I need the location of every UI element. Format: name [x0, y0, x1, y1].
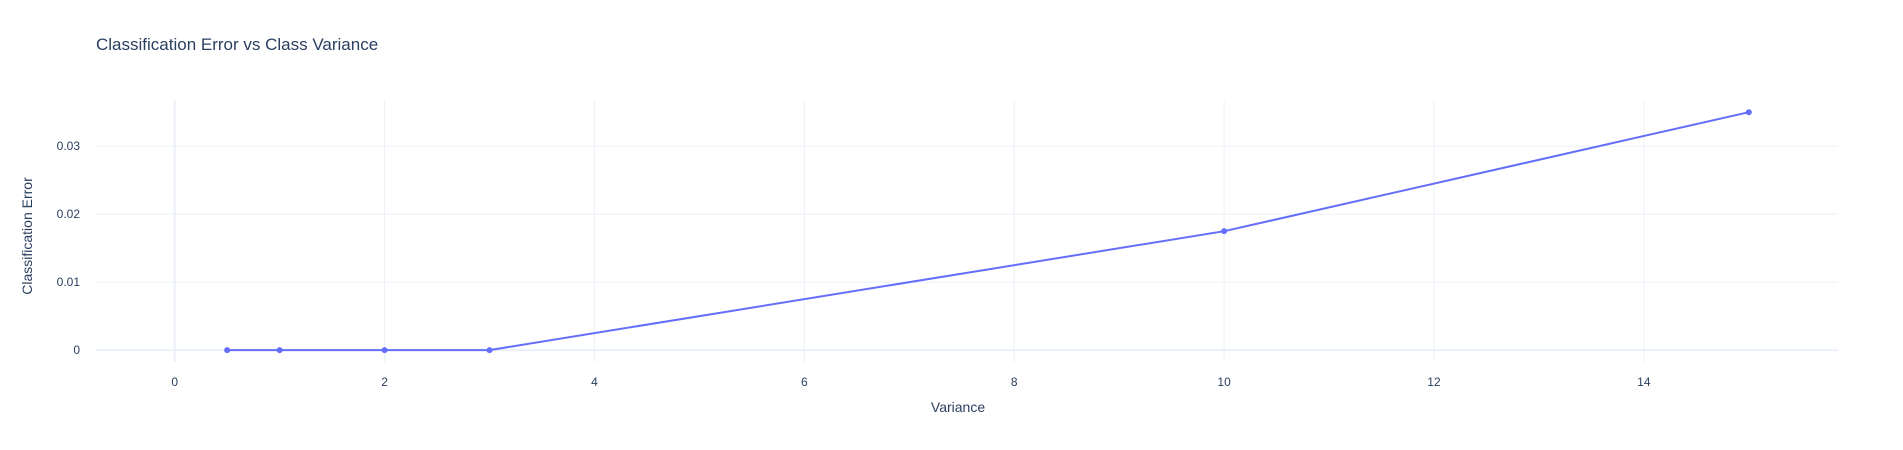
x-tick-label: 6 [801, 375, 808, 389]
x-tick-label: 0 [171, 375, 178, 389]
data-point[interactable] [1745, 109, 1752, 116]
y-tick-label: 0.01 [57, 275, 81, 289]
chart-title: Classification Error vs Class Variance [96, 35, 378, 54]
y-tick-label: 0.02 [57, 207, 81, 221]
y-axis: 0 0.01 0.02 0.03 [57, 139, 81, 357]
x-tick-label: 8 [1011, 375, 1018, 389]
x-tick-label: 14 [1637, 375, 1651, 389]
y-tick-label: 0 [73, 343, 80, 357]
y-tick-label: 0.03 [57, 139, 81, 153]
grid-layer [96, 100, 1838, 362]
series-line [227, 111, 1750, 352]
x-tick-label: 4 [591, 375, 598, 389]
y-axis-title: Classification Error [19, 177, 35, 295]
data-point[interactable] [1221, 228, 1228, 235]
data-point[interactable] [486, 347, 493, 354]
x-axis: 0 2 4 6 8 10 12 14 [171, 375, 1650, 389]
x-tick-label: 10 [1217, 375, 1231, 389]
data-layer [224, 109, 1752, 354]
x-axis-title: Variance [931, 399, 985, 415]
data-point[interactable] [276, 347, 283, 354]
data-point[interactable] [224, 347, 231, 354]
x-tick-label: 2 [381, 375, 388, 389]
data-point[interactable] [381, 347, 388, 354]
x-tick-label: 12 [1427, 375, 1441, 389]
